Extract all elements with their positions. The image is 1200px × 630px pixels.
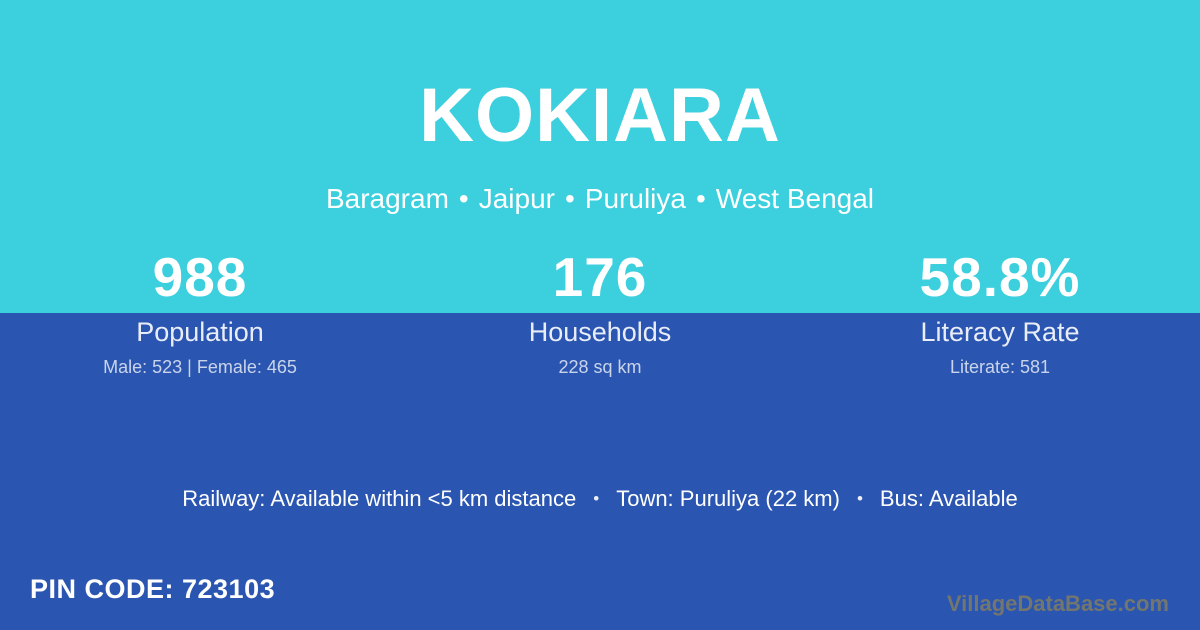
households-value: 176 <box>552 246 648 308</box>
stats-row: 988 Population Male: 523 | Female: 465 1… <box>0 250 1200 378</box>
dot-separator: • <box>564 183 575 214</box>
town-fact: Town: Puruliya (22 km) <box>616 486 840 511</box>
village-name-title: KOKIARA <box>419 73 781 158</box>
literacy-rate-label: Literacy Rate <box>920 317 1080 347</box>
railway-fact: Railway: Available within <5 km distance <box>182 486 577 511</box>
pin-code: PIN CODE: 723103 <box>30 574 276 604</box>
bus-fact: Bus: Available <box>879 486 1018 511</box>
population-value: 988 <box>152 246 248 308</box>
breadcrumb-block: Baragram <box>325 183 449 214</box>
site-watermark: VillageDataBase.com <box>946 591 1169 616</box>
dot-separator: • <box>695 183 706 214</box>
bottom-section <box>0 313 1200 630</box>
stat-households: 176 Households 228 sq km <box>400 250 800 378</box>
literacy-rate-detail: Literate: 581 <box>949 357 1051 377</box>
literacy-rate-value: 58.8% <box>919 246 1081 308</box>
dot-separator: • <box>458 183 469 214</box>
dot-separator: • <box>856 489 863 508</box>
stat-population: 988 Population Male: 523 | Female: 465 <box>0 250 400 378</box>
transport-facts-line: Railway: Available within <5 km distance… <box>0 486 1200 512</box>
population-label: Population <box>136 317 264 347</box>
breadcrumb-area: Jaipur <box>478 183 555 214</box>
top-section <box>0 0 1200 313</box>
breadcrumb-district: Puruliya <box>584 183 686 214</box>
dot-separator: • <box>593 489 600 508</box>
breadcrumb-state: West Bengal <box>715 183 875 214</box>
population-detail: Male: 523 | Female: 465 <box>103 357 297 377</box>
households-label: Households <box>528 317 672 347</box>
location-breadcrumb: Baragram • Jaipur • Puruliya • West Bengal <box>0 183 1200 215</box>
stat-literacy-rate: 58.8% Literacy Rate Literate: 581 <box>800 250 1200 378</box>
households-detail: 228 sq km <box>558 357 642 377</box>
